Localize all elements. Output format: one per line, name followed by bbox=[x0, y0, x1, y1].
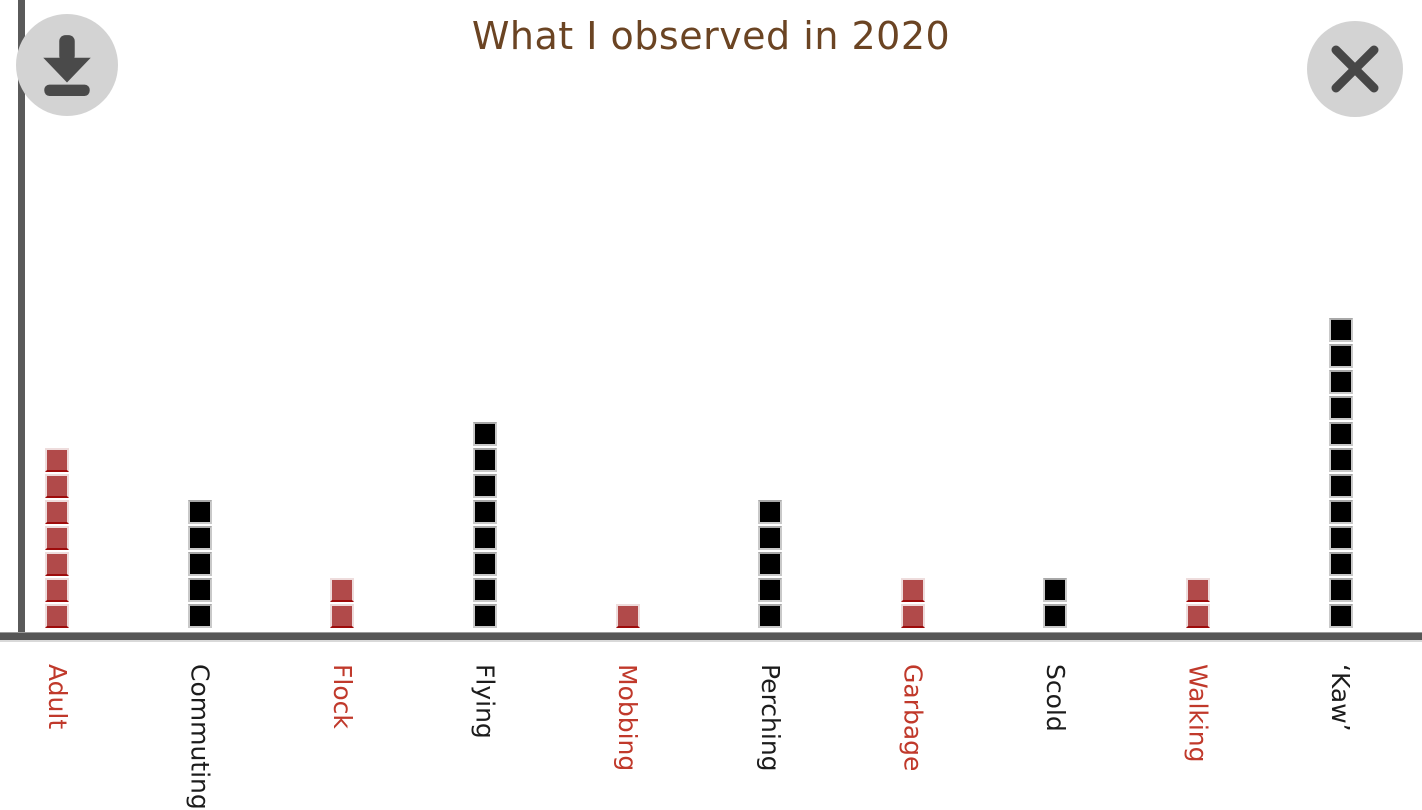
plot-columns bbox=[0, 0, 1412, 632]
x-label-flying: Flying bbox=[470, 664, 500, 739]
x-label-mobbing: Mobbing bbox=[613, 664, 643, 772]
observation-square bbox=[1328, 448, 1353, 472]
observation-square bbox=[45, 604, 70, 628]
observation-square bbox=[1328, 604, 1353, 628]
observation-square bbox=[473, 552, 498, 576]
observation-square bbox=[473, 474, 498, 498]
observation-square bbox=[45, 448, 70, 472]
bar-scold bbox=[984, 0, 1127, 632]
bar-flock bbox=[271, 0, 414, 632]
observation-square bbox=[1328, 318, 1353, 342]
observation-square bbox=[45, 578, 70, 602]
bar-commuting bbox=[129, 0, 272, 632]
observation-square bbox=[473, 526, 498, 550]
observation-square bbox=[45, 526, 70, 550]
observation-square bbox=[473, 578, 498, 602]
observation-square bbox=[1328, 344, 1353, 368]
label-columns: Adult Commuting Flock Flying Mobbing Perching… bbox=[0, 664, 1412, 810]
x-label-adult: Adult bbox=[42, 664, 72, 730]
x-label-flock: Flock bbox=[327, 664, 357, 729]
observation-square bbox=[473, 422, 498, 446]
observation-square bbox=[187, 526, 212, 550]
observation-square bbox=[45, 552, 70, 576]
x-axis-line bbox=[0, 632, 1422, 640]
bar-perching bbox=[699, 0, 842, 632]
x-label-perching: Perching bbox=[755, 664, 785, 772]
observation-square bbox=[1043, 604, 1068, 628]
observation-square bbox=[758, 526, 783, 550]
observation-square bbox=[900, 578, 925, 602]
observation-square bbox=[758, 578, 783, 602]
x-label-garbage: Garbage bbox=[898, 664, 928, 772]
observation-square bbox=[1043, 578, 1068, 602]
x-label-commuting: Commuting bbox=[185, 664, 215, 810]
bar-adult bbox=[0, 0, 129, 632]
observation-square bbox=[758, 604, 783, 628]
observation-square bbox=[1186, 604, 1211, 628]
observation-square bbox=[1328, 396, 1353, 420]
observation-square bbox=[187, 552, 212, 576]
x-label-walking: Walking bbox=[1183, 664, 1213, 763]
bar-kaw bbox=[1269, 0, 1412, 632]
observation-square bbox=[1328, 578, 1353, 602]
bar-flying bbox=[414, 0, 557, 632]
observation-square bbox=[473, 500, 498, 524]
x-label-scold: Scold bbox=[1040, 664, 1070, 732]
observation-square bbox=[758, 552, 783, 576]
y-axis-line bbox=[18, 0, 25, 639]
close-icon bbox=[1326, 40, 1384, 98]
observation-square bbox=[45, 500, 70, 524]
download-button[interactable] bbox=[16, 14, 118, 116]
observation-square bbox=[473, 604, 498, 628]
observation-square bbox=[187, 578, 212, 602]
observation-square bbox=[1186, 578, 1211, 602]
observation-square bbox=[1328, 526, 1353, 550]
observation-square bbox=[615, 604, 640, 628]
bar-garbage bbox=[842, 0, 985, 632]
x-label-kaw: ‘Kaw’ bbox=[1326, 664, 1356, 732]
close-button[interactable] bbox=[1307, 21, 1403, 117]
observation-square bbox=[187, 500, 212, 524]
observation-square bbox=[330, 604, 355, 628]
observation-square bbox=[1328, 422, 1353, 446]
observation-square bbox=[1328, 552, 1353, 576]
page-title: What I observed in 2020 bbox=[471, 14, 951, 58]
observation-square bbox=[330, 578, 355, 602]
observation-square bbox=[45, 474, 70, 498]
observation-square bbox=[900, 604, 925, 628]
bar-mobbing bbox=[556, 0, 699, 632]
observation-square bbox=[187, 604, 212, 628]
observation-square bbox=[1328, 370, 1353, 394]
observation-square bbox=[1328, 500, 1353, 524]
observation-square bbox=[758, 500, 783, 524]
bar-walking bbox=[1127, 0, 1270, 632]
observation-square bbox=[473, 448, 498, 472]
download-icon bbox=[36, 33, 98, 97]
observation-square bbox=[1328, 474, 1353, 498]
